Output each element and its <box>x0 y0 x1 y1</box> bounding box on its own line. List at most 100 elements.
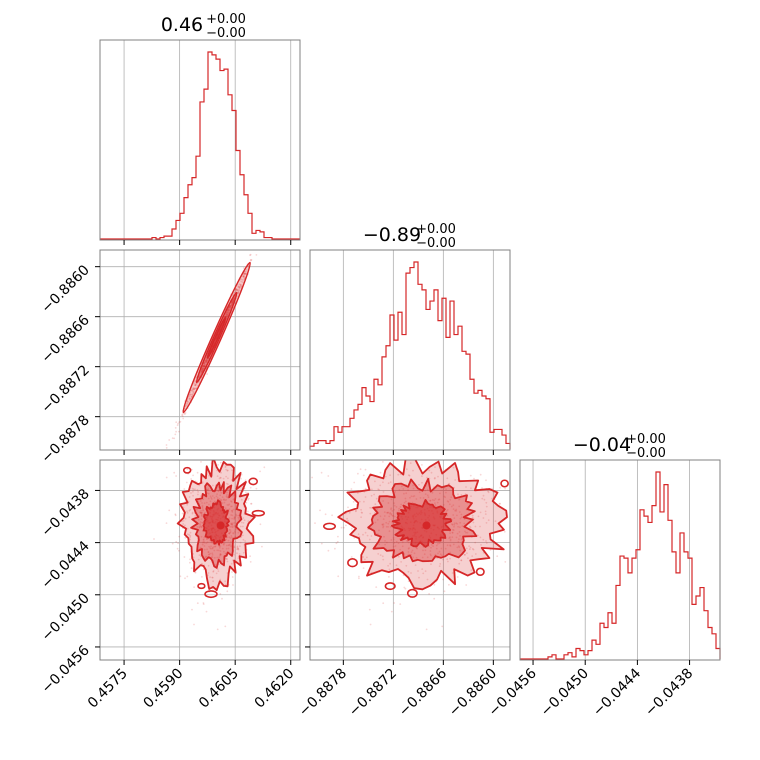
sample-point <box>438 550 441 553</box>
sample-point <box>391 515 394 517</box>
sample-point <box>188 496 191 498</box>
sample-point <box>203 365 206 368</box>
sample-point <box>449 536 451 539</box>
sample-point <box>206 359 209 362</box>
sample-point <box>230 523 233 525</box>
sample-point <box>237 514 240 517</box>
sample-point <box>243 275 245 278</box>
sample-point <box>202 568 205 571</box>
sample-point <box>228 309 231 311</box>
sample-point <box>207 488 210 490</box>
sample-point <box>371 488 373 491</box>
title-minus-0: −0.00 <box>206 26 246 41</box>
sample-point <box>393 541 396 544</box>
sample-point <box>219 553 222 556</box>
sample-point <box>228 508 231 510</box>
contour-island <box>500 479 509 488</box>
sample-point <box>227 544 230 547</box>
sample-point <box>181 415 184 418</box>
sample-point <box>224 465 227 467</box>
sample-point <box>469 546 472 549</box>
sample-point <box>463 518 466 520</box>
sample-point <box>232 300 235 303</box>
sample-point <box>174 514 177 517</box>
sample-point <box>204 511 206 514</box>
sample-point <box>356 492 359 494</box>
sample-point <box>382 523 385 525</box>
sample-point <box>369 506 372 509</box>
sample-point <box>430 543 433 546</box>
sample-point <box>393 602 396 604</box>
sample-point <box>216 493 219 495</box>
sample-point <box>209 576 212 578</box>
sample-point <box>201 502 203 504</box>
sample-point <box>189 536 192 538</box>
sample-point <box>237 286 240 289</box>
sample-point <box>224 499 226 502</box>
sample-point <box>205 358 208 361</box>
sample-point <box>504 487 506 490</box>
sample-point <box>199 511 202 514</box>
sample-point <box>481 497 484 500</box>
sample-point <box>231 302 234 305</box>
sample-point <box>438 498 441 501</box>
sample-point <box>390 514 393 516</box>
sample-point <box>206 537 208 540</box>
sample-point <box>230 304 233 307</box>
sample-point <box>456 523 459 525</box>
sample-point <box>485 457 487 459</box>
sample-point <box>435 547 438 550</box>
contour-island <box>197 582 206 590</box>
sample-point <box>428 593 430 595</box>
sample-point <box>503 530 506 533</box>
sample-point <box>218 437 220 439</box>
sample-point <box>194 380 196 383</box>
sample-point <box>196 602 199 605</box>
sample-point <box>230 541 232 543</box>
sample-point <box>193 382 196 385</box>
sample-point <box>230 509 233 512</box>
sample-point <box>443 495 446 498</box>
sample-point <box>237 291 240 293</box>
sample-point <box>368 538 371 541</box>
sample-point <box>389 481 392 483</box>
sample-point <box>447 560 449 563</box>
sample-point <box>441 625 444 628</box>
sample-point <box>184 577 186 580</box>
sample-point <box>393 515 396 518</box>
sample-point <box>358 500 361 503</box>
sample-point <box>446 477 449 480</box>
sample-point <box>192 474 195 477</box>
sample-point <box>234 528 237 531</box>
sample-point <box>376 519 379 521</box>
sample-point <box>201 506 204 508</box>
sample-point <box>440 547 443 550</box>
sample-point <box>214 500 216 503</box>
sample-point <box>242 275 245 278</box>
sample-point <box>233 516 236 519</box>
sample-point <box>198 554 201 556</box>
sample-point <box>204 360 207 363</box>
sample-point <box>191 608 193 611</box>
sample-point <box>466 552 468 555</box>
sample-point <box>165 444 168 446</box>
sample-point <box>212 570 215 573</box>
sample-point <box>389 562 391 565</box>
sample-point <box>203 536 206 539</box>
sample-point <box>480 544 482 546</box>
sample-point <box>444 496 446 499</box>
sample-point <box>449 551 451 554</box>
sample-point <box>458 505 461 508</box>
sample-point <box>244 479 247 482</box>
sample-point <box>178 549 180 552</box>
sample-point <box>364 558 366 561</box>
sample-point <box>231 514 234 517</box>
sample-point <box>359 468 362 471</box>
sample-point <box>422 437 424 439</box>
sample-point <box>366 534 369 537</box>
sample-point <box>228 544 231 547</box>
sample-point <box>184 412 187 414</box>
sample-point <box>444 547 447 550</box>
sample-point <box>414 564 417 566</box>
sample-point <box>470 569 473 571</box>
